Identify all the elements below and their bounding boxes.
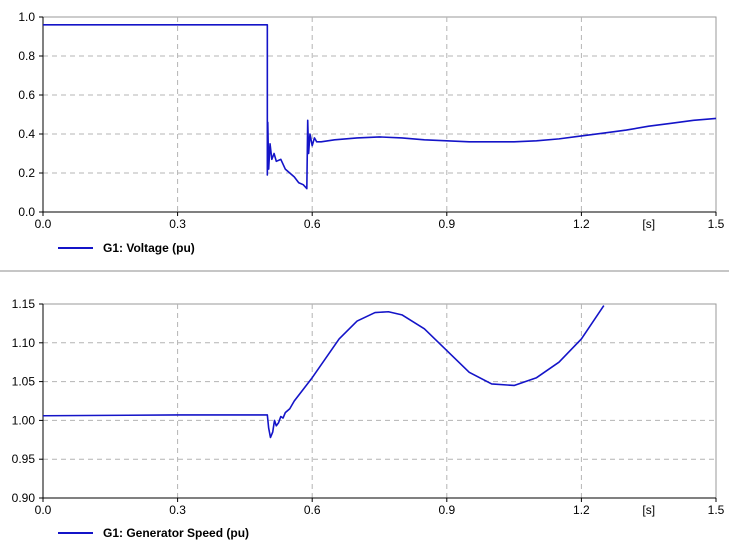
speed-x-tick-label: 0.0 <box>35 503 52 517</box>
speed-x-unit-label: [s] <box>642 503 655 517</box>
speed-y-tick-label: 1.15 <box>12 297 36 311</box>
voltage-y-tick-label: 0.6 <box>18 88 35 102</box>
speed-series-line <box>42 305 605 439</box>
voltage-plot-frame <box>42 16 717 213</box>
voltage-y-tick-label: 0.8 <box>18 49 35 63</box>
voltage-x-tick-label: 0.0 <box>35 217 52 231</box>
speed-x-tick-label: 0.3 <box>169 503 186 517</box>
generator-speed-chart: 0.0 0.3 0.6 0.9 1.2 1.5 [s] 0.90 0.95 1.00 1.05 1.1… <box>12 297 725 540</box>
voltage-legend-label: G1: Voltage (pu) <box>103 241 195 255</box>
speed-plot-frame <box>42 303 717 499</box>
speed-x-tick-label: 0.6 <box>304 503 321 517</box>
voltage-y-tick-label: 0.4 <box>18 127 35 141</box>
speed-y-tick-label: 0.95 <box>12 452 36 466</box>
speed-y-tick-label: 1.10 <box>12 336 36 350</box>
speed-x-tick-label: 1.2 <box>573 503 590 517</box>
speed-y-tick-label: 1.00 <box>12 413 36 427</box>
voltage-x-tick-label: 0.3 <box>169 217 186 231</box>
speed-y-tick-label: 1.05 <box>12 375 36 389</box>
voltage-x-unit-label: [s] <box>642 217 655 231</box>
voltage-x-tick-label: 0.9 <box>438 217 455 231</box>
speed-legend-label: G1: Generator Speed (pu) <box>103 526 249 540</box>
voltage-y-tick-label: 0.0 <box>18 205 35 219</box>
speed-x-tick-label: 1.5 <box>708 503 725 517</box>
speed-x-tick-label: 0.9 <box>438 503 455 517</box>
voltage-series-line <box>43 23 717 190</box>
voltage-y-tick-label: 1.0 <box>18 10 35 24</box>
voltage-x-tick-label: 1.5 <box>708 217 725 231</box>
speed-y-tick-label: 0.90 <box>12 491 36 505</box>
voltage-x-tick-label: 1.2 <box>573 217 590 231</box>
voltage-x-tick-label: 0.6 <box>304 217 321 231</box>
voltage-chart: 0.0 0.3 0.6 0.9 1.2 1.5 [s] 0.0 0.2 0.4 0.6 0.8 1.0 G… <box>18 10 724 255</box>
voltage-y-tick-label: 0.2 <box>18 166 35 180</box>
